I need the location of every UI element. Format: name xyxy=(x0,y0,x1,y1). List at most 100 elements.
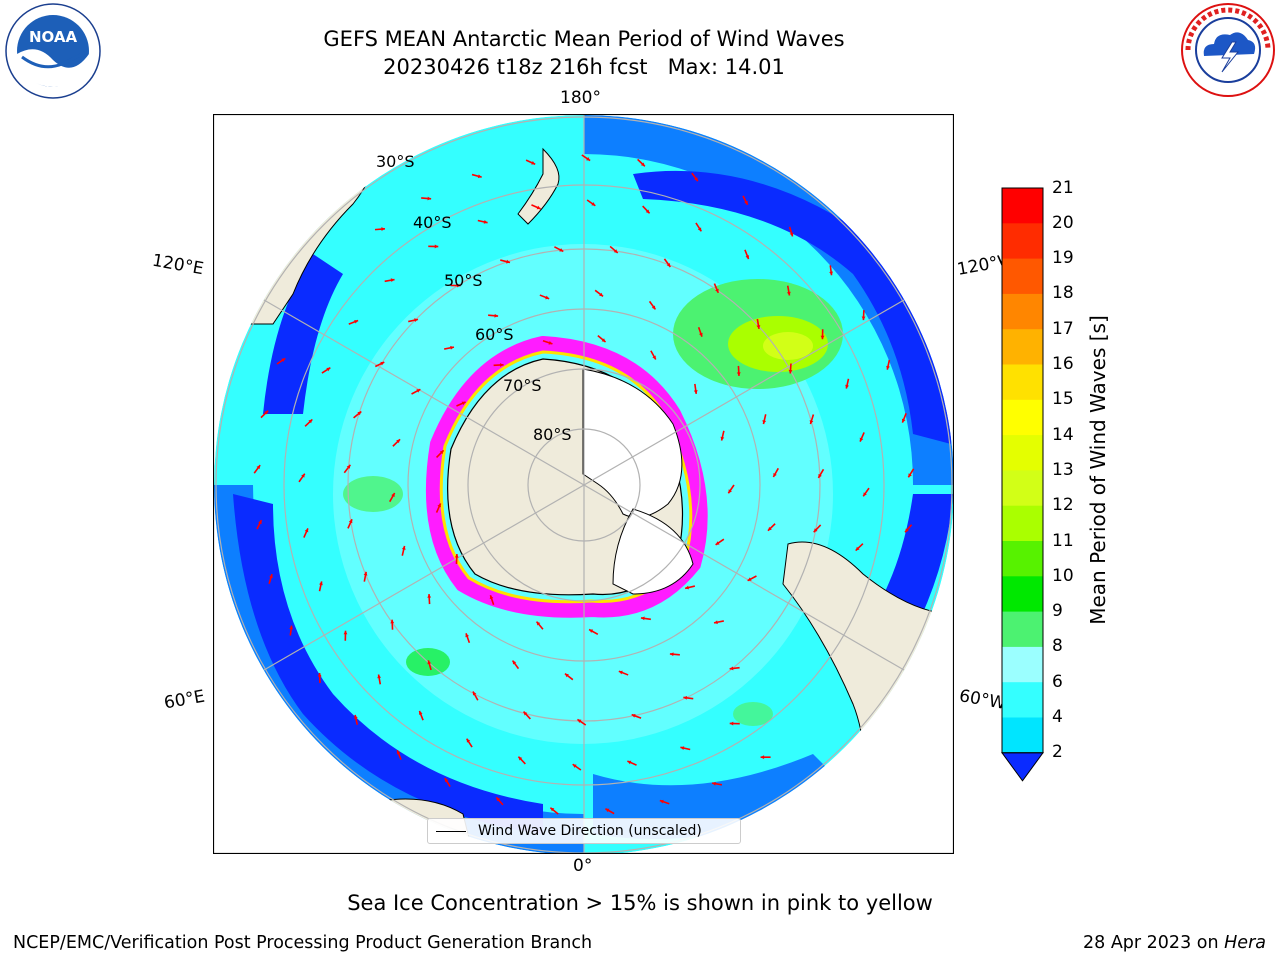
chart-subtitle: 20230426 t18z 216h fcst Max: 14.01 xyxy=(383,55,785,79)
wave-direction-arrowhead xyxy=(904,528,909,533)
wave-direction-arrowhead xyxy=(531,161,536,165)
wave-direction-arrowhead xyxy=(586,157,591,161)
colorbar-tick: 17 xyxy=(1052,318,1074,339)
wave-direction-arrowhead xyxy=(728,489,732,494)
wave-direction-arrowhead xyxy=(301,473,305,478)
wave-direction-arrowhead xyxy=(457,283,461,288)
colorbar-extend-min xyxy=(1001,752,1044,782)
wave-direction-arrowhead xyxy=(343,630,348,635)
wave-direction-arrowhead xyxy=(308,419,313,424)
wave-direction-arrowhead xyxy=(693,390,698,394)
wave-direction-arrowhead xyxy=(786,291,791,296)
colorbar-band xyxy=(1002,329,1043,365)
noaa-logo-text: NOAA xyxy=(29,28,78,46)
lat-label-40s: 40°S xyxy=(413,213,452,232)
legend-line-sample xyxy=(436,831,466,832)
colorbar-band xyxy=(1002,223,1043,260)
wave-direction-arrowhead xyxy=(256,465,261,470)
colorbar-tick: 14 xyxy=(1052,424,1074,445)
wave-direction-arrowhead xyxy=(829,271,834,276)
wave-direction-arrowhead xyxy=(886,365,890,370)
lat-label-50s: 50°S xyxy=(444,271,483,290)
land-new-zealand xyxy=(517,147,560,225)
wave-direction-arrowhead xyxy=(396,750,401,755)
wave-direction-arrowhead xyxy=(683,695,688,700)
wave-period-green-patch-se xyxy=(733,702,773,726)
wave-direction-arrowhead xyxy=(818,473,822,478)
colorbar-tick: 18 xyxy=(1052,283,1074,304)
wave-direction-arrowhead xyxy=(601,338,606,343)
lon-label-180: 180° xyxy=(560,88,601,108)
colorbar-tick: 2 xyxy=(1052,742,1063,763)
wave-direction-arrowhead xyxy=(466,738,471,743)
wave-direction-arrowhead xyxy=(396,439,401,444)
ocean-deepblue-band-ne xyxy=(633,170,952,444)
wave-direction-arrowhead xyxy=(666,263,671,267)
colorbar-tick: 12 xyxy=(1052,495,1074,516)
wave-direction-arrowhead xyxy=(720,436,725,441)
colorbar-tick: 13 xyxy=(1052,459,1074,480)
wave-direction-arrowhead xyxy=(652,355,656,360)
map-legend: Wind Wave Direction (unscaled) xyxy=(427,818,741,844)
ocean-deepblue-band-w xyxy=(263,254,343,414)
wave-period-yellow-patch xyxy=(763,332,813,360)
wave-direction-arrowhead xyxy=(477,174,482,179)
longitude-gridlines xyxy=(263,115,905,854)
wave-direction-arrowhead xyxy=(745,255,750,260)
ice-shelf-weddell xyxy=(612,508,694,595)
wave-direction-arrowhead xyxy=(354,319,359,324)
wave-direction-arrowhead xyxy=(564,673,569,678)
wave-direction-arrowhead xyxy=(697,227,702,232)
wave-direction-arrowhead xyxy=(859,437,864,442)
colorbar xyxy=(1001,187,1044,782)
wave-direction-arrowhead xyxy=(450,345,454,350)
wave-direction-arrowhead xyxy=(861,316,866,321)
wave-direction-arrowhead xyxy=(390,619,395,624)
colorbar-tick: 20 xyxy=(1052,212,1074,233)
wave-direction-arrowhead xyxy=(767,526,772,531)
wave-direction-arrowhead xyxy=(391,492,395,497)
wave-direction-arrowhead xyxy=(390,278,395,283)
colorbar-band xyxy=(1002,188,1043,224)
sea-ice-note: Sea Ice Concentration > 15% is shown in … xyxy=(347,891,933,915)
colorbar-tick: 8 xyxy=(1052,636,1063,657)
wave-direction-arrowhead xyxy=(747,577,752,581)
colorbar-band xyxy=(1002,576,1043,613)
wave-direction-arrowhead xyxy=(605,808,610,813)
wave-direction-arrowhead xyxy=(640,616,645,621)
wave-direction-arrowhead xyxy=(729,721,734,726)
wave-direction-arrowhead xyxy=(380,361,385,366)
wave-direction-arrowhead xyxy=(427,660,432,665)
sea-ice-edge xyxy=(425,335,708,618)
lon-label-60e: 60°E xyxy=(162,686,207,714)
wave-direction-arrowhead xyxy=(855,546,860,551)
wave-direction-arrowhead xyxy=(572,764,577,768)
wave-direction-arrowhead xyxy=(773,473,777,478)
lon-label-120e: 120°E xyxy=(150,250,206,280)
wave-direction-arrowhead xyxy=(472,691,477,696)
wave-direction-arrowhead xyxy=(715,288,719,293)
wave-direction-arrowhead xyxy=(483,220,488,224)
wave-direction-arrowhead xyxy=(736,372,741,376)
wave-period-green-patch-w xyxy=(343,476,403,512)
wave-direction-arrowhead xyxy=(591,202,596,206)
wave-direction-arrowhead xyxy=(494,313,499,318)
wave-direction-arrowhead xyxy=(536,621,541,626)
wave-direction-arrowhead xyxy=(613,249,618,253)
polar-map xyxy=(213,114,954,854)
wave-direction-arrowhead xyxy=(901,418,906,423)
wave-direction-arrowhead xyxy=(444,778,449,783)
wave-direction-arrowhead xyxy=(461,401,466,406)
wave-direction-arrowhead xyxy=(863,492,867,497)
wave-direction-arrowhead xyxy=(346,464,351,469)
ice-shelf-ross xyxy=(582,368,683,518)
wave-direction-arrowhead xyxy=(640,162,645,167)
lat-label-70s: 70°S xyxy=(503,376,542,395)
wave-direction-arrowhead xyxy=(714,620,718,625)
wave-direction-arrowhead xyxy=(694,177,698,182)
wave-direction-arrowhead xyxy=(348,519,353,524)
wave-direction-arrowhead xyxy=(427,594,432,598)
colorbar-band xyxy=(1002,293,1043,330)
footer-credit: NCEP/EMC/Verification Post Processing Pr… xyxy=(13,933,593,953)
footer-date: 28 Apr 2023 on Hera xyxy=(1083,933,1266,953)
